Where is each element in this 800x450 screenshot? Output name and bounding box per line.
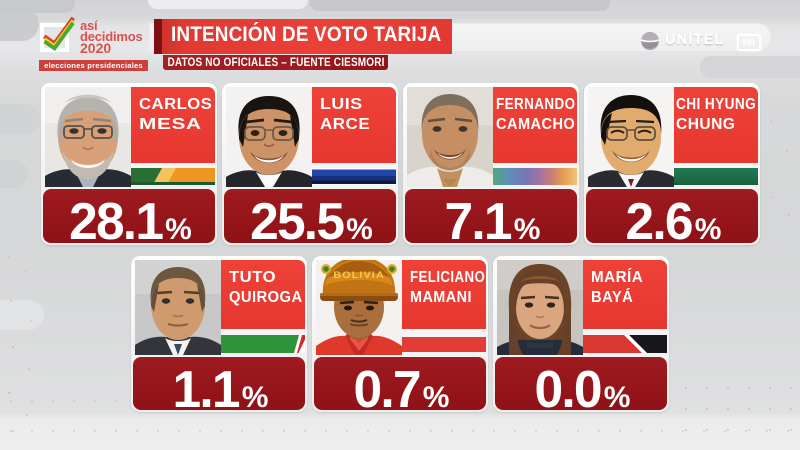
svg-text:BOLIVIA: BOLIVIA: [333, 271, 385, 281]
